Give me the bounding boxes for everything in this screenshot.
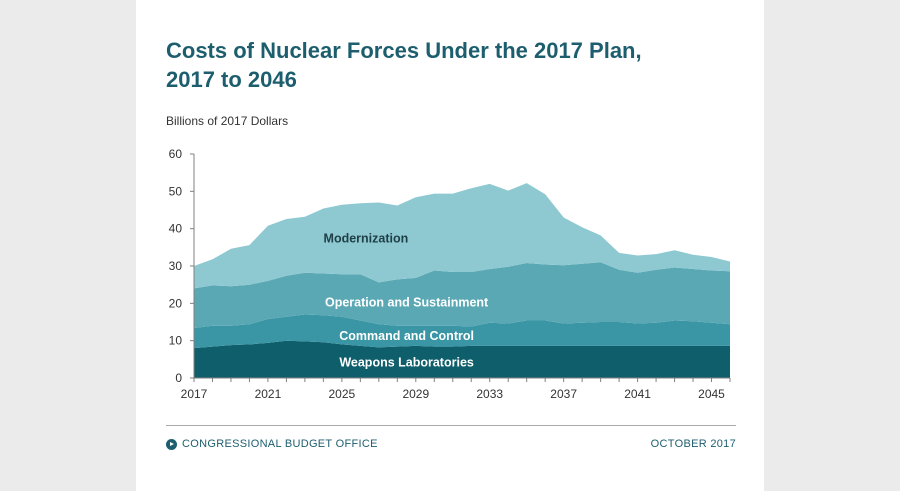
cbo-play-icon (166, 438, 177, 450)
y-tick-label: 30 (169, 259, 183, 273)
y-axis-label: Billions of 2017 Dollars (166, 114, 289, 128)
x-tick-label: 2017 (181, 387, 208, 401)
title-line-2: 2017 to 2046 (166, 67, 297, 92)
area-weapons (194, 340, 730, 378)
y-tick-label: 10 (169, 334, 183, 348)
y-tick-label: 0 (175, 371, 182, 385)
x-tick-label: 2045 (698, 387, 725, 401)
area-operation (194, 262, 730, 328)
footer-date: OCTOBER 2017 (650, 438, 736, 450)
x-tick-label: 2041 (624, 387, 651, 401)
x-tick-label: 2029 (402, 387, 429, 401)
series-label-operation: Operation and Sustainment (325, 296, 489, 310)
x-tick-label: 2033 (476, 387, 503, 401)
series-label-weapons: Weapons Laboratories (339, 355, 474, 369)
area-command (194, 314, 730, 349)
title-line-1: Costs of Nuclear Forces Under the 2017 P… (166, 38, 642, 63)
x-tick-label: 2021 (255, 387, 282, 401)
series-label-command: Command and Control (339, 329, 474, 343)
footer-source: CONGRESSIONAL BUDGET OFFICE (166, 438, 378, 450)
y-tick-label: 20 (169, 296, 183, 310)
area-modernization (194, 183, 730, 289)
chart-title: Costs of Nuclear Forces Under the 2017 P… (166, 36, 726, 94)
footer-divider (166, 425, 736, 426)
series-label-modernization: Modernization (324, 232, 409, 246)
y-tick-label: 50 (169, 184, 183, 198)
x-tick-label: 2037 (550, 387, 577, 401)
x-tick-label: 2025 (329, 387, 356, 401)
y-tick-label: 40 (169, 222, 183, 236)
y-tick-label: 60 (169, 147, 183, 161)
footer-source-text: CONGRESSIONAL BUDGET OFFICE (182, 438, 378, 450)
